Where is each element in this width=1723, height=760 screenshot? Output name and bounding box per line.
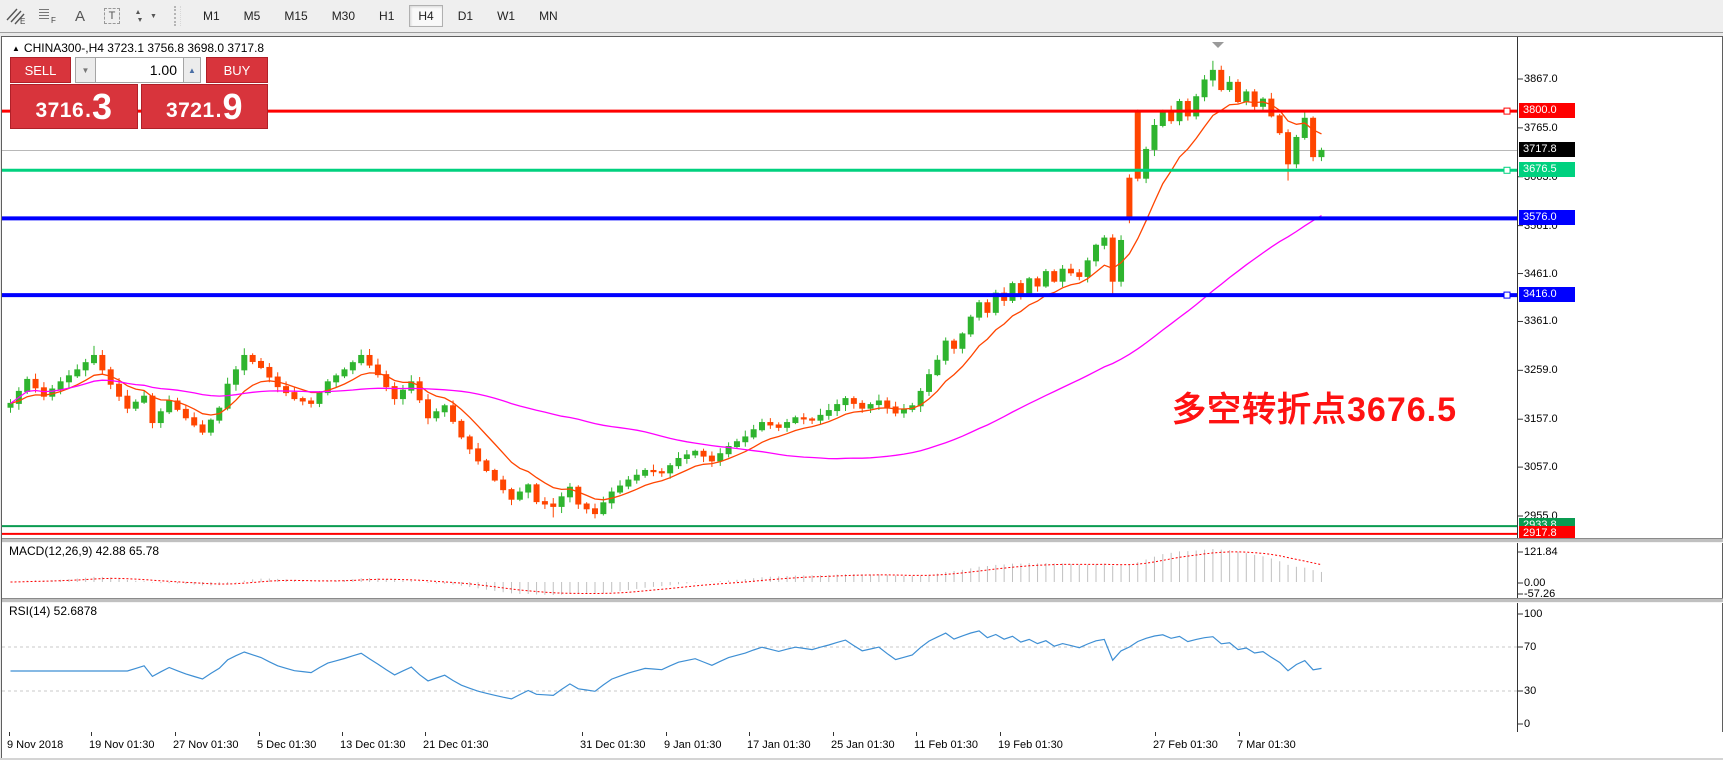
date-label: 17 Jan 01:30 xyxy=(747,739,811,751)
volume-increase-button[interactable]: ▲ xyxy=(184,57,201,83)
date-tick xyxy=(1239,732,1240,736)
date-label: 27 Nov 01:30 xyxy=(173,739,239,751)
rsi-axis-label-0: 0 xyxy=(1524,718,1531,730)
textbox-icon[interactable]: T xyxy=(99,4,125,28)
date-label: 25 Jan 01:30 xyxy=(831,739,895,751)
price-badge-3717.8: 3717.8 xyxy=(1519,142,1575,158)
macd-axis-label-0.00: 0.00 xyxy=(1524,577,1546,589)
sell-price-box[interactable]: 3716 . 3 xyxy=(10,84,138,129)
date-tick xyxy=(1000,732,1001,736)
timeframe-button-MN[interactable]: MN xyxy=(539,9,558,23)
textbox-icon-glyph: T xyxy=(103,8,121,24)
toolbar-grip[interactable] xyxy=(174,6,181,26)
price-badge-3800.0: 3800.0 xyxy=(1519,103,1575,119)
date-label: 31 Dec 01:30 xyxy=(580,739,646,751)
sell-price-big-digit: 3 xyxy=(92,86,113,128)
date-tick xyxy=(91,732,92,736)
panel-separator-macd[interactable] xyxy=(2,538,1723,543)
price-badge-3676.5: 3676.5 xyxy=(1519,162,1575,178)
date-label: 19 Nov 01:30 xyxy=(89,739,155,751)
date-label: 27 Feb 01:30 xyxy=(1153,739,1218,751)
symbol-header: ▲ CHINA300-,H4 3723.1 3756.8 3698.0 3717.… xyxy=(12,41,264,55)
price-tick-label-3765.0: 3765.0 xyxy=(1524,121,1558,134)
chart-window: ▲ CHINA300-,H4 3723.1 3756.8 3698.0 3717.… xyxy=(1,36,1723,759)
price-badge-2917.8: 2917.8 xyxy=(1519,525,1575,541)
sell-button[interactable]: SELL xyxy=(10,57,71,83)
volume-decrease-button[interactable]: ▼ xyxy=(75,57,96,83)
window-bottom-strip xyxy=(0,758,1723,760)
price-badge-3576.0: 3576.0 xyxy=(1519,210,1575,226)
date-label: 5 Dec 01:30 xyxy=(257,739,317,751)
date-label: 13 Dec 01:30 xyxy=(340,739,406,751)
chart-annotation-text: 多空转折点3676.5 xyxy=(1172,391,1457,429)
panel-separator-rsi[interactable] xyxy=(2,598,1723,603)
grid-icon[interactable]: F xyxy=(35,4,61,28)
rsi-indicator-label: RSI(14) 52.6878 xyxy=(9,604,98,618)
svg-text:F: F xyxy=(51,16,56,25)
date-label: 11 Feb 01:30 xyxy=(914,739,979,751)
price-tick-label-3259.0: 3259.0 xyxy=(1524,364,1558,377)
sell-price-int: 3716 xyxy=(35,99,85,122)
price-badge-3416.0: 3416.0 xyxy=(1519,287,1575,303)
candlestick-chart[interactable] xyxy=(2,37,1723,732)
date-tick xyxy=(1155,732,1156,736)
dropdown-caret-icon: ▼ xyxy=(150,12,157,20)
text-label-icon[interactable]: A xyxy=(74,7,85,25)
buy-price-dot: . xyxy=(215,99,222,122)
rsi-axis-label-30: 30 xyxy=(1524,685,1537,697)
timeframe-button-M15[interactable]: M15 xyxy=(284,9,308,23)
macd-axis-label-121.84: 121.84 xyxy=(1524,546,1558,558)
price-tick-label-3867.0: 3867.0 xyxy=(1524,73,1558,85)
date-label: 7 Mar 01:30 xyxy=(1237,739,1296,751)
timeframe-button-M5[interactable]: M5 xyxy=(243,9,261,23)
symbol-ohlc-text: CHINA300-,H4 3723.1 3756.8 3698.0 3717.8 xyxy=(23,41,265,55)
buy-button[interactable]: BUY xyxy=(206,57,268,83)
date-tick xyxy=(342,732,343,736)
svg-text:E: E xyxy=(20,17,25,25)
date-tick xyxy=(582,732,583,736)
price-tick-label-3461.0: 3461.0 xyxy=(1524,267,1558,280)
volume-input[interactable] xyxy=(96,57,184,83)
rsi-axis-label-100: 100 xyxy=(1524,608,1543,620)
date-tick xyxy=(9,732,10,736)
date-tick xyxy=(749,732,750,736)
date-axis[interactable]: 9 Nov 2018 19 Nov 01:30 27 Nov 01:30 5 Dec … xyxy=(2,732,1723,758)
timeframe-button-W1[interactable]: W1 xyxy=(497,9,516,23)
toolbar: E F A T ▼ M1 M5 M15 M30 H1 H4 D1 W1 MN xyxy=(0,0,1723,33)
price-tick-label-3057.0: 3057.0 xyxy=(1524,461,1558,474)
draw-styles-icon[interactable]: E xyxy=(3,4,29,28)
date-label: 19 Feb 01:30 xyxy=(998,739,1063,751)
sort-arrows-icon[interactable]: ▼ xyxy=(131,4,157,28)
date-tick xyxy=(916,732,917,736)
timeframe-group: M1 M5 M15 M30 H1 H4 D1 W1 MN xyxy=(191,5,570,27)
buy-price-int: 3721 xyxy=(165,99,215,122)
timeframe-button-M30[interactable]: M30 xyxy=(331,9,356,23)
collapse-triangle-icon[interactable]: ▲ xyxy=(12,44,20,53)
date-tick xyxy=(259,732,260,736)
buy-price-big-digit: 9 xyxy=(222,86,243,128)
timeframe-button-H4[interactable]: H4 xyxy=(409,5,443,27)
date-tick xyxy=(833,732,834,736)
timeframe-button-M1[interactable]: M1 xyxy=(203,9,220,23)
date-tick xyxy=(425,732,426,736)
date-tick xyxy=(175,732,176,736)
date-label: 9 Nov 2018 xyxy=(7,739,64,751)
macd-axis-label--57.26: -57.26 xyxy=(1524,588,1556,600)
rsi-axis-label-70: 70 xyxy=(1524,641,1537,653)
date-label: 21 Dec 01:30 xyxy=(423,739,489,751)
price-tick-label-3361.0: 3361.0 xyxy=(1524,315,1558,328)
date-label: 9 Jan 01:30 xyxy=(664,739,722,751)
timeframe-button-D1[interactable]: D1 xyxy=(457,9,474,23)
buy-price-box[interactable]: 3721 . 9 xyxy=(140,84,268,129)
sell-price-dot: . xyxy=(85,99,92,122)
one-click-trade-panel: SELL ▼ ▲ BUY 3716 . 3 3721 . 9 xyxy=(10,57,268,129)
date-tick xyxy=(666,732,667,736)
macd-indicator-label: MACD(12,26,9) 42.88 65.78 xyxy=(9,544,160,558)
timeframe-button-H1[interactable]: H1 xyxy=(379,9,395,23)
price-tick-label-3157.0: 3157.0 xyxy=(1524,413,1558,426)
